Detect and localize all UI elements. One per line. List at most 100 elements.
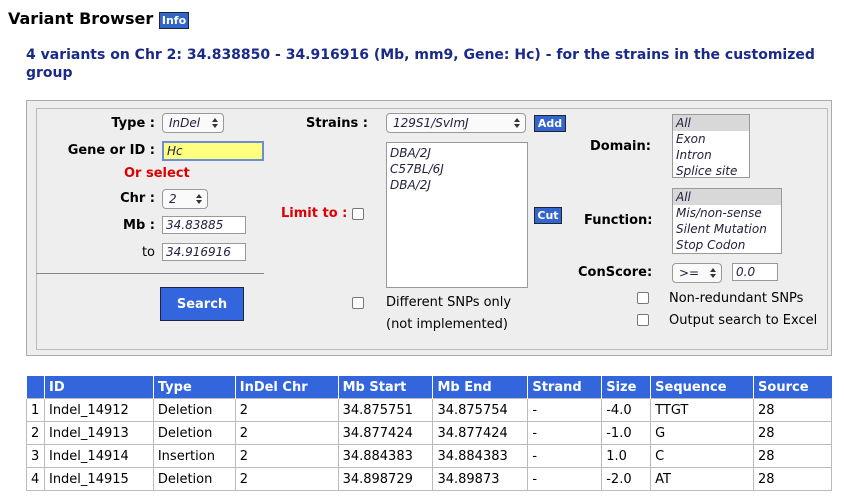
function-option[interactable]: Stop Codon xyxy=(676,238,746,252)
add-button[interactable]: Add xyxy=(534,115,566,132)
table-cell: TTGT xyxy=(650,398,755,422)
table-cell: 34.877424 xyxy=(432,421,529,445)
table-cell: 34.877424 xyxy=(337,421,434,445)
table-cell: 2 xyxy=(234,444,339,468)
table-cell: 34.884383 xyxy=(337,444,434,468)
output-excel: Output search to Excel xyxy=(669,313,818,328)
table-cell: - xyxy=(527,421,603,445)
table-cell: 34.875751 xyxy=(337,398,434,422)
domain-option[interactable]: Intron xyxy=(676,148,712,162)
table-row: 3 Indel_14914 Insertion 2 34.884383 34.884383… xyxy=(26,444,832,468)
table-cell: -1.0 xyxy=(601,421,652,445)
table-cell: - xyxy=(527,444,603,468)
conscore-label: ConScore: xyxy=(578,265,653,280)
table-cell: 2 xyxy=(26,421,45,445)
type-label: Type : xyxy=(111,116,155,131)
mb-label: Mb : xyxy=(123,218,155,233)
to-label: to xyxy=(141,245,155,260)
column-header: Source xyxy=(753,376,832,399)
table-row: 1 Indel_14912 Deletion 2 34.875751 34.875754-… xyxy=(26,398,832,422)
or-select: Or select xyxy=(124,166,190,181)
non-redundant-checkbox[interactable] xyxy=(637,292,649,304)
table-cell: Indel_14912 xyxy=(43,398,154,422)
column-header: ID xyxy=(43,376,154,399)
subtitle: 4 variants on Chr 2: 34.838850 - 34.9169… xyxy=(26,47,815,81)
strains-value: 129S1/SvImJ xyxy=(393,116,469,130)
info-button[interactable]: Info xyxy=(159,12,189,29)
strains-label: Strains : xyxy=(306,116,368,131)
strain-list[interactable]: DBA/2J C57BL/6J DBA/2J xyxy=(386,142,528,288)
table-cell: Deletion xyxy=(152,421,236,445)
excel-checkbox[interactable] xyxy=(637,314,649,326)
conscore-op: >= xyxy=(679,266,700,280)
table-row: 2 Indel_14913 Deletion 2 34.877424 34.877424-… xyxy=(26,421,832,445)
column-header: Strand xyxy=(527,376,602,399)
table-cell: 4 xyxy=(26,467,45,491)
strain-option[interactable]: DBA/2J xyxy=(390,146,431,160)
table-cell: 34.89873 xyxy=(432,467,529,491)
not-implemented: (not implemented) xyxy=(386,317,508,332)
gene-input[interactable]: Hc xyxy=(162,141,264,161)
function-label: Function: xyxy=(584,213,653,228)
table-cell: Indel_14915 xyxy=(43,467,154,491)
arrows xyxy=(514,118,520,128)
form-inner xyxy=(36,108,828,350)
table-cell: C xyxy=(650,444,755,468)
column-header: Mb End xyxy=(432,376,528,399)
domain-label: Domain: xyxy=(590,139,651,154)
arrows xyxy=(710,268,716,278)
strain-option[interactable]: DBA/2J xyxy=(390,178,431,192)
results-table: ID Type InDel Chr Mb Start Mb End Strand Size S… xyxy=(26,376,832,491)
search-button[interactable]: Search xyxy=(160,287,244,321)
table-cell: Insertion xyxy=(152,444,236,468)
table-cell: 34.884383 xyxy=(432,444,529,468)
cut-button[interactable]: Cut xyxy=(534,207,562,224)
table-cell: Deletion xyxy=(152,467,236,491)
different-checkbox[interactable] xyxy=(352,297,364,309)
type-select[interactable]: InDel xyxy=(162,113,224,133)
function-option[interactable]: All xyxy=(673,189,781,205)
header-row: ID Type InDel Chr Mb Start Mb End Strand Size S… xyxy=(26,376,832,399)
arrows xyxy=(196,194,202,204)
table-cell: 34.898729 xyxy=(337,467,434,491)
gene-label: Gene or ID : xyxy=(67,143,155,158)
domain-option[interactable]: All xyxy=(673,115,749,131)
different-snps: Different SNPs only xyxy=(386,295,512,310)
table-row: 4 Indel_14915 Deletion 2 34.898729 34.89873- -… xyxy=(26,467,832,491)
index-header xyxy=(26,376,45,399)
chr-label: Chr : xyxy=(120,191,155,206)
mb-input[interactable]: 34.83885 xyxy=(162,216,246,234)
column-header: Mb Start xyxy=(337,376,433,399)
domain-option[interactable]: Splice site xyxy=(676,164,738,178)
divider xyxy=(36,273,264,274)
conscore-input[interactable]: 0.0 xyxy=(732,263,778,281)
table-cell: G xyxy=(650,421,755,445)
arrows xyxy=(212,118,218,128)
chr-value: 2 xyxy=(169,192,177,206)
function-option[interactable]: Silent Mutation xyxy=(676,222,767,236)
type-value: InDel xyxy=(169,116,201,130)
table-cell: 3 xyxy=(26,444,45,468)
function-option[interactable]: Mis/non-sense xyxy=(676,206,762,220)
column-header: InDel Chr xyxy=(234,376,339,399)
table-cell: - xyxy=(527,467,603,491)
table-cell: 28 xyxy=(753,444,832,468)
table-cell: 2 xyxy=(234,421,339,445)
column-header: Size xyxy=(601,376,651,399)
domain-option[interactable]: Exon xyxy=(676,132,706,146)
conscore-select[interactable]: >= xyxy=(672,263,722,283)
strains-select[interactable]: 129S1/SvImJ xyxy=(386,113,526,133)
table-cell: Indel_14913 xyxy=(43,421,154,445)
domain-list[interactable]: All Exon Intron Splice site xyxy=(672,114,750,178)
chr-select[interactable]: 2 xyxy=(162,189,208,209)
table-cell: - xyxy=(527,398,603,422)
table-cell: 28 xyxy=(753,421,832,445)
function-list[interactable]: All Mis/non-sense Silent Mutation Stop Codo… xyxy=(672,188,782,254)
to-input[interactable]: 34.916916 xyxy=(162,243,246,261)
table-cell: Indel_14914 xyxy=(43,444,154,468)
table-cell: 1 xyxy=(26,398,45,422)
limit-checkbox[interactable] xyxy=(352,208,364,220)
strain-option[interactable]: C57BL/6J xyxy=(390,162,444,176)
table-cell: 28 xyxy=(753,467,832,491)
